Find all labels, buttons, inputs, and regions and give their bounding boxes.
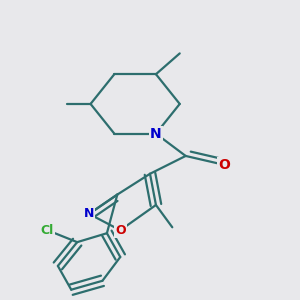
Text: O: O <box>218 158 230 172</box>
Text: O: O <box>115 224 126 237</box>
Text: N: N <box>84 207 94 220</box>
Text: N: N <box>150 127 162 141</box>
Text: Cl: Cl <box>41 224 54 237</box>
